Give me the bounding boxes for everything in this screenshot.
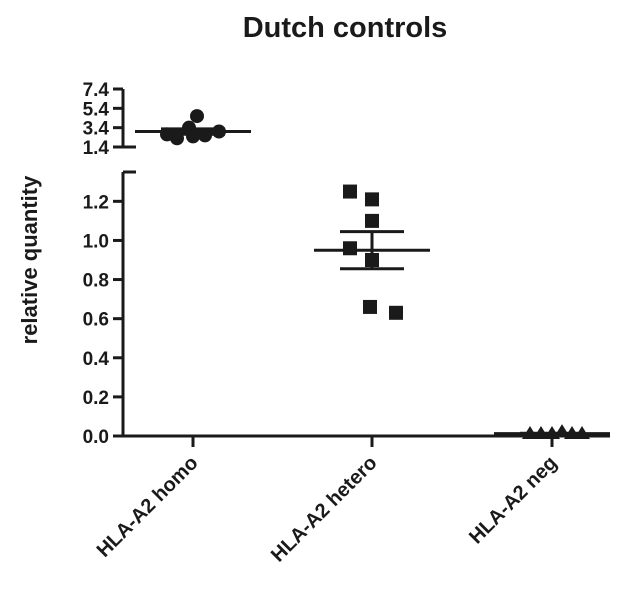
y-tick-label: 1.4	[83, 138, 110, 159]
y-tick-label: 0.6	[83, 310, 109, 331]
y-tick-label: 7.4	[83, 80, 110, 101]
data-point-square	[343, 184, 357, 199]
data-point-square	[365, 192, 379, 207]
data-point-circle	[190, 109, 204, 124]
y-tick-label: 0.8	[83, 271, 109, 292]
y-tick-label: 0.4	[83, 349, 110, 370]
x-tick-label: HLA-A2 neg	[465, 452, 561, 548]
x-tick-label: HLA-A2 homo	[93, 452, 203, 562]
axes: 0.0 0.2 0.4 0.6 0.8 1.0 1.2 1.43.45.47.4 HLA-A2 …	[83, 80, 610, 567]
x-tick-label: HLA-A2 hetero	[267, 452, 382, 567]
y-tick-label: 3.4	[83, 119, 110, 140]
data-point-square	[343, 241, 357, 256]
y-axis-label: relative quantity	[17, 175, 42, 344]
data-point-square	[363, 299, 377, 314]
y-tick-label: 1.2	[83, 192, 109, 213]
y-tick-label: 5.4	[83, 99, 110, 120]
chart-title: Dutch controls	[243, 12, 448, 44]
data-point-square	[365, 213, 379, 228]
data-marks	[135, 109, 610, 440]
y-tick-label: 0.2	[83, 388, 109, 409]
y-tick-label: 0.0	[83, 427, 109, 448]
y-tick-label: 1.0	[83, 231, 109, 252]
data-point-square	[389, 305, 403, 320]
